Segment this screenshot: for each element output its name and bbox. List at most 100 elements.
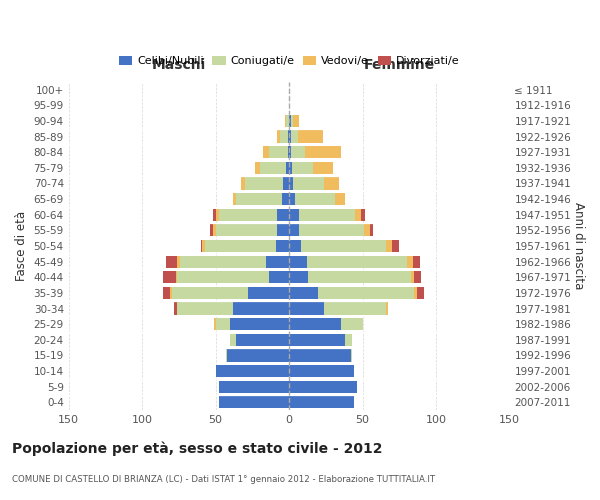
Bar [263, 146, 269, 158]
Bar [280, 130, 287, 142]
Bar [289, 178, 293, 190]
Bar [299, 224, 364, 236]
Bar [411, 271, 414, 283]
Bar [286, 115, 289, 127]
Bar [407, 256, 413, 268]
Bar [289, 302, 325, 314]
Bar [289, 115, 290, 127]
Y-axis label: Fasce di età: Fasce di età [15, 211, 28, 281]
Bar [202, 240, 205, 252]
Bar [176, 271, 178, 283]
Bar [269, 271, 289, 283]
Bar [287, 146, 289, 158]
Bar [341, 318, 362, 330]
Bar [175, 302, 178, 314]
Bar [215, 224, 277, 236]
Bar [414, 271, 421, 283]
Bar [308, 271, 411, 283]
Bar [205, 240, 276, 252]
Bar [201, 240, 202, 252]
Bar [335, 193, 345, 205]
Bar [290, 146, 305, 158]
Bar [214, 318, 215, 330]
Text: Popolazione per età, sesso e stato civile - 2012: Popolazione per età, sesso e stato civil… [12, 441, 383, 456]
Bar [293, 115, 299, 127]
Bar [284, 115, 286, 127]
Bar [392, 240, 399, 252]
Bar [172, 287, 248, 299]
Bar [289, 271, 308, 283]
Bar [370, 224, 373, 236]
Bar [289, 350, 351, 362]
Bar [178, 271, 269, 283]
Bar [307, 256, 407, 268]
Bar [226, 350, 227, 362]
Bar [289, 162, 292, 174]
Bar [289, 256, 307, 268]
Bar [170, 287, 172, 299]
Bar [227, 350, 289, 362]
Bar [289, 396, 354, 408]
Bar [289, 334, 345, 346]
Bar [293, 178, 325, 190]
Bar [218, 208, 277, 221]
Bar [230, 334, 236, 346]
Bar [290, 115, 293, 127]
Bar [345, 334, 352, 346]
Bar [417, 287, 424, 299]
Bar [325, 178, 339, 190]
Bar [269, 146, 287, 158]
Bar [163, 271, 176, 283]
Text: Maschi: Maschi [152, 58, 206, 72]
Bar [218, 396, 289, 408]
Bar [236, 193, 282, 205]
Bar [289, 193, 295, 205]
Bar [283, 178, 289, 190]
Bar [289, 318, 341, 330]
Bar [289, 365, 354, 377]
Bar [233, 302, 289, 314]
Bar [248, 287, 289, 299]
Bar [215, 318, 230, 330]
Bar [178, 302, 233, 314]
Bar [290, 130, 298, 142]
Bar [277, 208, 289, 221]
Bar [277, 130, 280, 142]
Bar [230, 318, 289, 330]
Bar [364, 224, 370, 236]
Bar [351, 350, 352, 362]
Bar [386, 240, 392, 252]
Bar [289, 208, 299, 221]
Bar [282, 193, 289, 205]
Bar [266, 256, 289, 268]
Bar [215, 365, 289, 377]
Bar [313, 162, 333, 174]
Text: COMUNE DI CASTELLO DI BRIANZA (LC) - Dati ISTAT 1° gennaio 2012 - Elaborazione T: COMUNE DI CASTELLO DI BRIANZA (LC) - Dat… [12, 476, 435, 484]
Legend: Celibi/Nubili, Coniugati/e, Vedovi/e, Divorziati/e: Celibi/Nubili, Coniugati/e, Vedovi/e, Di… [115, 51, 463, 70]
Y-axis label: Anni di nascita: Anni di nascita [572, 202, 585, 290]
Bar [414, 287, 417, 299]
Bar [260, 162, 286, 174]
Bar [299, 208, 355, 221]
Bar [286, 162, 289, 174]
Bar [276, 240, 289, 252]
Bar [287, 130, 289, 142]
Bar [319, 287, 414, 299]
Bar [218, 380, 289, 393]
Bar [212, 224, 215, 236]
Bar [289, 224, 299, 236]
Bar [166, 256, 178, 268]
Bar [292, 162, 313, 174]
Bar [295, 193, 335, 205]
Bar [289, 130, 290, 142]
Bar [255, 162, 260, 174]
Bar [301, 240, 386, 252]
Bar [233, 193, 236, 205]
Bar [289, 380, 356, 393]
Bar [289, 287, 319, 299]
Text: Femmine: Femmine [364, 58, 435, 72]
Bar [178, 256, 181, 268]
Bar [163, 287, 170, 299]
Bar [361, 208, 365, 221]
Bar [413, 256, 420, 268]
